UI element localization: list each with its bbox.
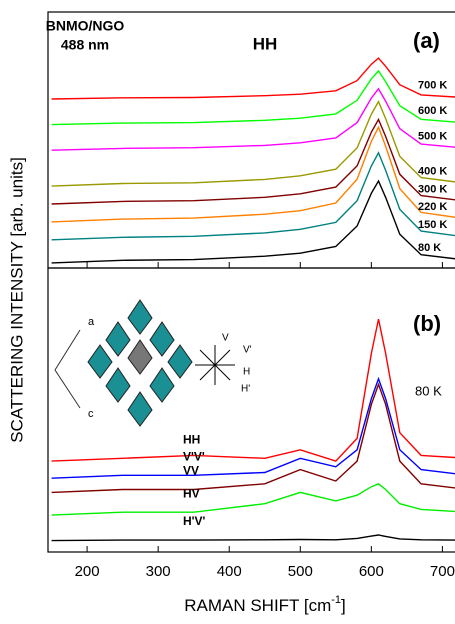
spectrum <box>51 125 455 223</box>
spectrum <box>51 151 455 241</box>
panel-b-frame <box>47 267 455 553</box>
series-label: 700 K <box>418 80 447 92</box>
x-axis-label-text: RAMAN SHIFT [cm <box>184 596 331 615</box>
spectrum <box>51 376 455 479</box>
wavelength-label: 488 nm <box>61 37 109 53</box>
inset-label: H <box>243 367 250 378</box>
inset-label: V' <box>243 345 252 356</box>
inset-label: H' <box>241 384 250 395</box>
series-label: 80 K <box>418 242 441 254</box>
inset-label: c <box>88 408 94 420</box>
spectrum <box>51 482 455 516</box>
polarization-star <box>195 345 235 385</box>
spectrum <box>51 69 455 126</box>
y-axis-label: SCATTERING INTENSITY [arb. units] <box>7 157 26 443</box>
temperature-label: 80 K <box>415 383 442 398</box>
series-label: 150 K <box>418 219 447 231</box>
inset-label: V <box>222 333 229 344</box>
spectrum <box>51 87 455 151</box>
inset <box>54 299 235 427</box>
series-label: HV <box>183 486 200 500</box>
x-tick-label: 600 <box>359 563 384 580</box>
panel-label: (a) <box>413 28 440 53</box>
polarization-label: HH <box>253 34 278 53</box>
panel-label: (b) <box>413 311 441 336</box>
spectrum <box>51 117 455 205</box>
series-label: V'V' <box>183 449 205 463</box>
axes-bracket <box>54 329 81 409</box>
spectrum <box>51 179 455 264</box>
series-label: 400 K <box>418 165 447 177</box>
spectrum <box>51 382 455 494</box>
series-label: 600 K <box>418 105 447 117</box>
spectrum <box>51 100 455 187</box>
x-tick-label: 200 <box>75 563 100 580</box>
series-label: 300 K <box>418 183 447 195</box>
inset-label: a <box>88 316 95 328</box>
series-label: H'V' <box>183 514 206 528</box>
x-tick-label: 300 <box>146 563 171 580</box>
series-label: HH <box>183 432 200 446</box>
x-axis-label-sup: -1 <box>331 594 341 606</box>
series-label: 500 K <box>418 130 447 142</box>
x-tick-label: 500 <box>288 563 313 580</box>
series-label: 220 K <box>418 201 447 213</box>
spectrum <box>51 534 455 542</box>
sample-label: BNMO/NGO <box>46 18 125 34</box>
x-axis-label: RAMAN SHIFT [cm-1] <box>184 594 346 616</box>
x-tick-label: 400 <box>217 563 242 580</box>
structure <box>87 299 193 427</box>
series-label: VV <box>183 464 199 478</box>
x-tick-label: 700 <box>430 563 455 580</box>
spectrum <box>51 318 455 462</box>
spectrum <box>51 57 455 100</box>
x-axis-label-end: ] <box>341 596 346 615</box>
